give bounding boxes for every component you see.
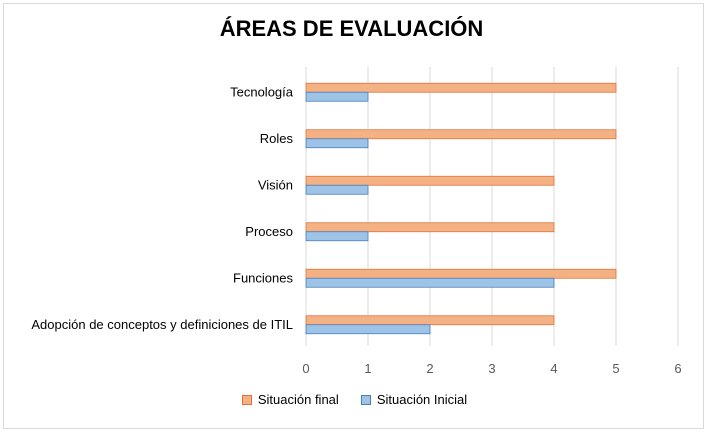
x-tick-label: 4 bbox=[550, 361, 557, 376]
x-tick-label: 1 bbox=[364, 361, 371, 376]
legend-label-initial: Situación Inicial bbox=[376, 392, 468, 407]
bar-situacion-final bbox=[305, 315, 555, 326]
chart-title: ÁREAS DE EVALUACIÓN bbox=[219, 16, 484, 41]
bar-situacion-inicial bbox=[305, 231, 369, 242]
bar-situacion-inicial bbox=[305, 324, 431, 335]
legend-item-final: Situación final bbox=[241, 392, 339, 407]
x-tick-label: 3 bbox=[488, 361, 495, 376]
category-label: Visión bbox=[258, 177, 293, 192]
category-label: Tecnología bbox=[230, 84, 294, 99]
legend-label-final: Situación final bbox=[257, 392, 339, 407]
category-label: Funciones bbox=[233, 270, 293, 285]
bar-situacion-inicial bbox=[305, 184, 369, 195]
bar-situacion-final bbox=[305, 129, 617, 140]
bar-situacion-final bbox=[305, 82, 617, 93]
bar-situacion-inicial bbox=[305, 277, 555, 288]
legend: Situación final Situación Inicial bbox=[0, 392, 709, 407]
category-label: Proceso bbox=[245, 224, 293, 239]
chart-frame bbox=[3, 3, 704, 429]
x-tick-label: 2 bbox=[426, 361, 433, 376]
x-tick-label: 0 bbox=[302, 361, 309, 376]
bar-situacion-final bbox=[305, 268, 617, 279]
category-label: Roles bbox=[260, 131, 294, 146]
bar-situacion-inicial bbox=[305, 138, 369, 149]
bar-situacion-inicial bbox=[305, 91, 369, 102]
category-label: Adopción de conceptos y definiciones de … bbox=[31, 317, 293, 332]
bar-situacion-final bbox=[305, 222, 555, 233]
legend-item-initial: Situación Inicial bbox=[360, 392, 468, 407]
legend-swatch-final bbox=[241, 394, 252, 405]
x-tick-label: 6 bbox=[674, 361, 681, 376]
legend-swatch-initial bbox=[360, 394, 371, 405]
bar-situacion-final bbox=[305, 175, 555, 186]
x-tick-label: 5 bbox=[612, 361, 619, 376]
